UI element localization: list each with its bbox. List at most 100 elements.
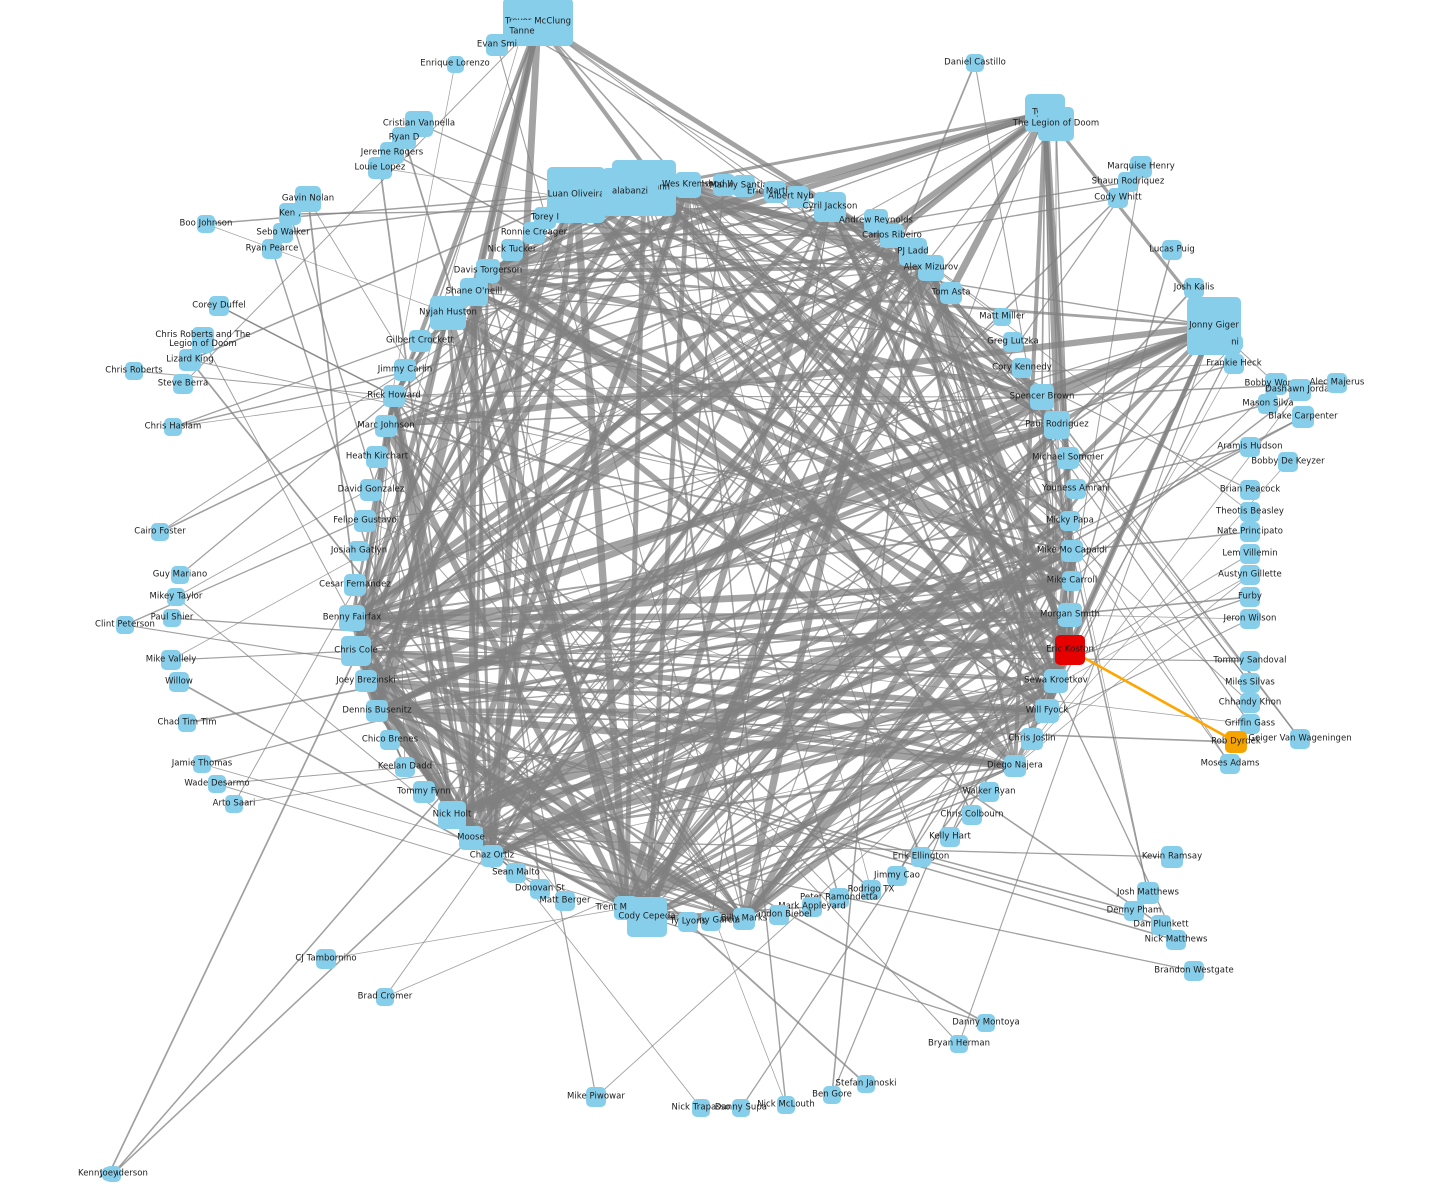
graph-node[interactable]	[179, 349, 201, 371]
graph-node[interactable]	[1021, 728, 1043, 750]
graph-node[interactable]	[1044, 669, 1068, 693]
graph-node[interactable]	[360, 479, 382, 501]
graph-node[interactable]	[262, 239, 282, 259]
graph-node[interactable]	[911, 847, 931, 867]
graph-node[interactable]	[339, 605, 365, 631]
graph-node[interactable]	[586, 1087, 606, 1107]
graph-node[interactable]	[1240, 587, 1260, 607]
graph-node[interactable]	[769, 905, 789, 925]
graph-node[interactable]	[430, 296, 466, 330]
graph-node[interactable]	[857, 1075, 875, 1093]
graph-node[interactable]	[829, 888, 849, 908]
graph-node[interactable]	[692, 1099, 710, 1117]
graph-node[interactable]	[509, 20, 535, 44]
graph-node[interactable]	[1258, 394, 1278, 414]
graph-node[interactable]	[1184, 278, 1204, 298]
graph-node[interactable]	[977, 1014, 995, 1032]
graph-node[interactable]	[380, 730, 400, 750]
graph-node[interactable]	[394, 359, 416, 381]
graph-node[interactable]	[918, 255, 944, 281]
graph-node[interactable]	[1124, 901, 1144, 921]
graph-node[interactable]	[409, 330, 431, 352]
graph-node[interactable]	[349, 541, 369, 561]
graph-node[interactable]	[1240, 502, 1260, 522]
graph-node[interactable]	[1327, 373, 1347, 393]
graph-node[interactable]	[814, 192, 846, 222]
graph-node[interactable]	[366, 446, 388, 468]
graph-node[interactable]	[173, 374, 193, 394]
graph-node[interactable]	[1289, 379, 1311, 401]
graph-node[interactable]	[164, 418, 182, 436]
graph-node[interactable]	[733, 175, 755, 197]
graph-node[interactable]	[764, 181, 786, 203]
graph-node[interactable]	[225, 795, 243, 813]
graph-node[interactable]	[993, 308, 1011, 326]
graph-node[interactable]	[861, 880, 881, 900]
graph-node[interactable]	[940, 282, 962, 304]
graph-node[interactable]	[1062, 571, 1082, 591]
graph-node[interactable]	[732, 1099, 750, 1117]
graph-node[interactable]	[1162, 240, 1182, 260]
graph-node[interactable]	[193, 755, 211, 773]
graph-node[interactable]	[376, 988, 394, 1006]
graph-node[interactable]	[344, 574, 366, 596]
graph-node[interactable]	[273, 223, 293, 243]
graph-node[interactable]	[966, 54, 984, 72]
graph-node[interactable]	[1151, 915, 1171, 935]
graph-node[interactable]	[547, 167, 605, 223]
graph-node[interactable]	[802, 897, 822, 917]
graph-node[interactable]	[354, 510, 376, 532]
graph-node[interactable]	[962, 805, 982, 825]
graph-node[interactable]	[1038, 107, 1074, 141]
graph-node[interactable]	[950, 1035, 968, 1053]
graph-node[interactable]	[383, 385, 405, 407]
graph-node[interactable]	[209, 296, 229, 316]
graph-node[interactable]	[1240, 693, 1260, 713]
graph-node[interactable]	[1227, 335, 1243, 351]
graph-node[interactable]	[208, 775, 226, 793]
graph-node[interactable]	[1030, 384, 1054, 410]
graph-node[interactable]	[530, 879, 550, 899]
graph-node[interactable]	[1184, 961, 1204, 981]
graph-node[interactable]	[1290, 729, 1310, 749]
graph-node[interactable]	[169, 672, 189, 692]
graph-node[interactable]	[555, 891, 575, 911]
graph-node[interactable]	[1161, 846, 1183, 868]
graph-node[interactable]	[1057, 447, 1079, 469]
graph-node[interactable]	[627, 897, 667, 937]
graph-node[interactable]	[368, 157, 392, 179]
graph-node[interactable]	[413, 781, 435, 803]
graph-node[interactable]	[787, 186, 809, 208]
graph-node[interactable]	[506, 863, 526, 883]
graph-node[interactable]	[1066, 479, 1086, 499]
graph-node[interactable]	[1004, 755, 1026, 777]
graph-node[interactable]	[1224, 354, 1244, 374]
graph-node[interactable]	[102, 1167, 116, 1181]
graph-node[interactable]	[979, 782, 999, 802]
graph-node[interactable]	[1061, 540, 1083, 562]
graph-node[interactable]	[1240, 673, 1260, 693]
graph-node[interactable]	[1055, 635, 1085, 665]
graph-node[interactable]	[151, 523, 169, 541]
graph-node[interactable]	[701, 911, 721, 931]
graph-node[interactable]	[481, 845, 503, 867]
graph-node[interactable]	[395, 757, 415, 777]
graph-node[interactable]	[713, 174, 735, 196]
graph-node[interactable]	[192, 327, 214, 353]
graph-node[interactable]	[1292, 406, 1314, 428]
graph-node[interactable]	[1035, 699, 1059, 723]
graph-node[interactable]	[279, 203, 301, 225]
graph-node[interactable]	[1012, 358, 1032, 378]
graph-node[interactable]	[438, 801, 466, 829]
graph-node[interactable]	[1058, 603, 1082, 627]
graph-node[interactable]	[733, 908, 755, 930]
graph-node[interactable]	[375, 415, 397, 437]
graph-node[interactable]	[602, 168, 658, 216]
graph-node[interactable]	[1278, 452, 1298, 472]
graph-node[interactable]	[178, 714, 196, 732]
graph-node[interactable]	[486, 34, 508, 56]
graph-node[interactable]	[1166, 930, 1186, 950]
graph-node[interactable]	[1240, 565, 1260, 585]
graph-node[interactable]	[1108, 188, 1128, 208]
graph-node[interactable]	[171, 566, 189, 584]
